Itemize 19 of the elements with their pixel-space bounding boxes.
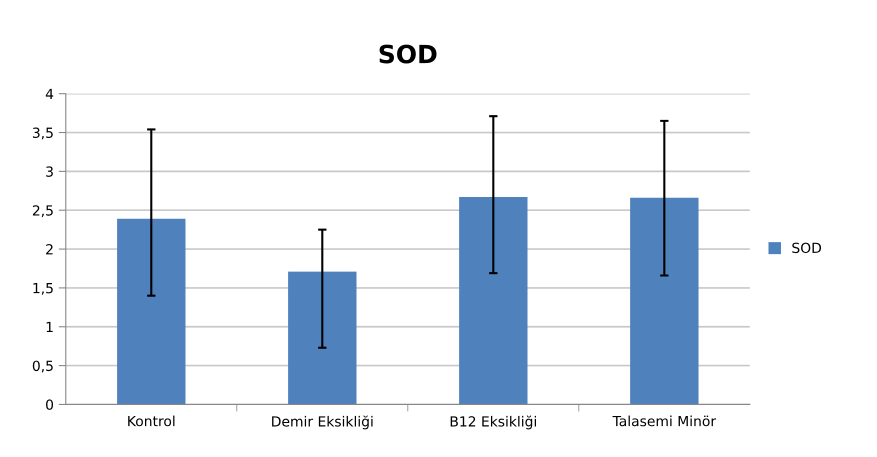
y-tick-label: 2 [46,244,53,254]
x-tick-label: B12 Eksikliği [450,416,536,430]
bar [288,272,356,404]
chart-title: SOD [380,44,436,64]
x-tick-label: Talasemi Minör [612,416,716,426]
y-tick-label: 0 [46,399,54,410]
y-tick-label: 0,5 [32,360,53,372]
y-tick-label: 2,5 [32,205,53,218]
bar [117,218,186,404]
y-tick-label: 3 [46,166,53,177]
bar [630,198,699,404]
y-tick-label: 1 [46,322,53,332]
x-tick-label: Kontrol [128,416,174,426]
y-tick-label: 3,5 [32,128,53,140]
y-tick-label: 1,5 [33,283,53,295]
bar [459,197,528,404]
y-tick-label: 4 [46,88,54,99]
legend-label: SOD [792,242,822,254]
x-tick-label: Demir Eksikliği [272,416,373,430]
